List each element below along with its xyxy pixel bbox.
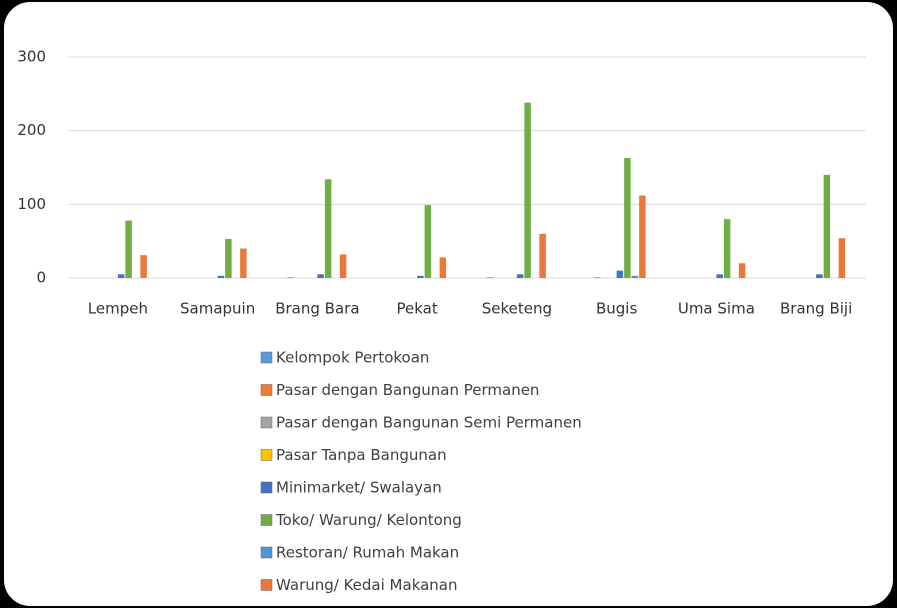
bar: [424, 205, 432, 278]
bar: [516, 274, 524, 278]
legend-label: Restoran/ Rumah Makan: [276, 544, 459, 562]
bar: [240, 248, 247, 278]
bar: [639, 195, 646, 278]
legend-label: Minimarket/ Swalayan: [276, 479, 442, 497]
bar: [486, 277, 494, 278]
legend-swatch: [260, 416, 273, 429]
bar: [339, 254, 347, 278]
bar: [816, 274, 823, 278]
legend-swatch: [260, 449, 273, 461]
legend-label: Pasar dengan Bangunan Permanen: [276, 381, 539, 399]
bar: [225, 238, 232, 278]
bar: [594, 277, 601, 278]
y-tick-label: 300: [17, 48, 46, 66]
legend-label: Kelompok Pertokoan: [276, 349, 429, 367]
bar: [539, 233, 546, 278]
chart-background: [4, 2, 893, 606]
x-tick-label: Pekat: [397, 300, 438, 318]
bar: [439, 257, 447, 278]
bar: [524, 102, 531, 278]
legend-label: Toko/ Warung/ Kelontong: [275, 511, 462, 529]
bar: [631, 275, 639, 278]
x-tick-label: Uma Sima: [678, 300, 755, 318]
y-tick-label: 200: [17, 121, 46, 139]
legend-label: Pasar dengan Bangunan Semi Permanen: [276, 414, 582, 432]
x-tick-label: Bugis: [596, 300, 637, 318]
legend-swatch: [260, 384, 273, 396]
x-tick-label: Seketeng: [482, 300, 552, 318]
x-tick-label: Brang Bara: [275, 300, 359, 318]
bar: [624, 157, 631, 278]
bar: [125, 220, 132, 278]
bar: [324, 179, 332, 278]
x-tick-label: Lempeh: [88, 300, 148, 318]
bar: [716, 274, 723, 278]
legend-swatch: [260, 579, 273, 591]
bar: [117, 274, 125, 278]
bar: [217, 275, 225, 278]
bar: [140, 255, 147, 278]
bar: [738, 263, 746, 278]
legend-swatch: [260, 546, 273, 559]
legend-swatch: [260, 351, 273, 364]
y-tick-label: 100: [17, 195, 46, 213]
x-tick-label: Brang Biji: [780, 300, 852, 318]
legend-label: Pasar Tanpa Bangunan: [276, 446, 447, 464]
y-tick-label: 0: [36, 269, 46, 287]
x-tick-label: Samapuin: [180, 300, 255, 318]
legend-swatch: [260, 481, 273, 494]
bar: [287, 277, 294, 278]
bar: [723, 219, 731, 278]
bar: [317, 274, 324, 278]
bar: [823, 174, 831, 278]
bar: [616, 270, 624, 278]
legend-label: Warung/ Kedai Makanan: [276, 576, 458, 594]
bar: [417, 275, 424, 278]
legend-swatch: [260, 514, 273, 526]
bar: [838, 238, 846, 278]
